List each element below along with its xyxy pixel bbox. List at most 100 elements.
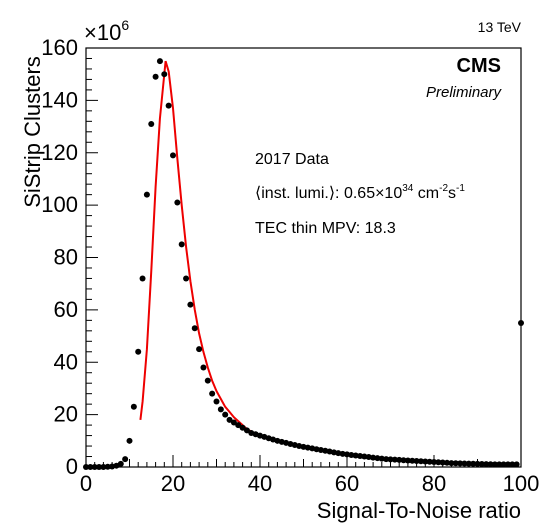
- lumi-exp1: 34: [402, 183, 414, 194]
- data-point: [370, 454, 377, 461]
- x-tick-label: 60: [335, 471, 359, 496]
- data-point: [504, 461, 511, 468]
- x-tick-label: 100: [503, 471, 540, 496]
- y-tick-label: 120: [41, 140, 78, 165]
- data-point: [339, 450, 346, 457]
- data-point: [448, 460, 455, 467]
- data-point: [444, 459, 451, 466]
- data-point: [404, 457, 411, 464]
- data-point: [483, 461, 490, 468]
- data-point: [491, 461, 498, 468]
- data-point: [178, 241, 185, 248]
- data-point: [361, 453, 368, 460]
- data-point: [200, 364, 207, 371]
- data-point: [500, 461, 507, 468]
- data-point: [91, 464, 98, 470]
- data-point: [383, 456, 390, 463]
- data-point: [465, 460, 472, 467]
- x-tick-label: 80: [422, 471, 446, 496]
- data-point: [191, 325, 198, 332]
- x-axis-title: Signal-To-Noise ratio: [317, 498, 521, 523]
- data-point: [461, 460, 468, 467]
- data-point: [217, 406, 224, 413]
- y-tick-label: 0: [66, 454, 78, 479]
- data-point: [152, 73, 159, 80]
- x-tick-label: 0: [80, 471, 92, 496]
- data-point: [117, 460, 124, 467]
- data-point: [352, 452, 359, 459]
- data-point: [439, 459, 446, 466]
- data-point: [161, 71, 168, 78]
- data-point: [513, 461, 520, 468]
- x-axis: 0 20 40 60 80 100: [80, 455, 539, 496]
- data-point: [378, 455, 385, 462]
- y-tick-label: 160: [41, 35, 78, 60]
- data-point: [87, 464, 94, 470]
- lumi-unit: cm: [413, 185, 439, 202]
- data-point: [400, 457, 407, 464]
- data-point: [452, 460, 459, 467]
- annotation-lumi: ⟨inst. lumi.⟩: 0.65×1034 cm-2s-1: [255, 183, 465, 202]
- data-point: [135, 348, 142, 355]
- data-point: [509, 461, 516, 468]
- data-point: [226, 416, 233, 423]
- data-point: [391, 456, 398, 463]
- y-tick-label: 60: [54, 297, 78, 322]
- data-point: [139, 275, 146, 282]
- energy-label: 13 TeV: [478, 19, 522, 35]
- y-tick-label: 20: [54, 402, 78, 427]
- fit-curve-layer: [139, 60, 261, 438]
- data-point: [396, 456, 403, 463]
- experiment-label: CMS: [457, 55, 501, 77]
- y-axis-title: SiStrip Clusters: [20, 56, 45, 208]
- data-point: [348, 451, 355, 458]
- data-point: [156, 58, 163, 65]
- data-point: [417, 458, 424, 465]
- data-point: [104, 463, 111, 470]
- data-point: [209, 390, 216, 397]
- data-point: [170, 152, 176, 159]
- y-multiplier: ×106: [84, 17, 129, 45]
- y-tick-label: 100: [41, 192, 78, 217]
- data-point: [222, 411, 229, 418]
- data-point: [100, 464, 107, 470]
- x-tick-label: 20: [161, 471, 185, 496]
- data-point: [230, 419, 237, 426]
- data-point: [496, 461, 503, 468]
- lumi-prefix: ⟨inst. lumi.⟩: 0.65×10: [255, 185, 402, 202]
- lumi-exp2: -2: [439, 183, 448, 194]
- y-tick-label: 140: [41, 87, 78, 112]
- data-point: [344, 451, 350, 458]
- annotation-mpv: TEC thin MPV: 18.3: [255, 220, 396, 237]
- y-multiplier-base: ×10: [84, 20, 121, 45]
- data-point: [130, 403, 137, 410]
- data-point: [457, 460, 464, 467]
- data-point: [243, 427, 250, 434]
- y-tick-label: 80: [54, 245, 78, 270]
- data-point: [213, 398, 220, 405]
- data-point: [357, 453, 364, 460]
- fit-curve: [139, 60, 261, 438]
- data-point: [239, 424, 246, 431]
- data-point: [413, 457, 420, 464]
- data-point: [435, 459, 442, 466]
- data-point: [426, 458, 433, 465]
- data-point: [187, 301, 194, 308]
- data-point: [148, 120, 155, 127]
- data-point: [374, 455, 381, 462]
- data-point: [409, 457, 416, 464]
- status-label: Preliminary: [426, 84, 503, 101]
- data-point: [235, 422, 242, 429]
- data-point: [518, 319, 524, 326]
- data-point: [204, 377, 211, 384]
- data-point: [431, 459, 437, 466]
- data-point: [478, 460, 485, 467]
- data-point: [122, 456, 129, 463]
- y-multiplier-exp: 6: [121, 17, 129, 33]
- data-point: [474, 460, 481, 467]
- lumi-exp3: -1: [456, 183, 465, 194]
- y-axis: 0 20 40 60 80 100 120 140 160: [41, 35, 98, 479]
- annotation-dataset: 2017 Data: [255, 151, 329, 168]
- data-point: [487, 461, 494, 468]
